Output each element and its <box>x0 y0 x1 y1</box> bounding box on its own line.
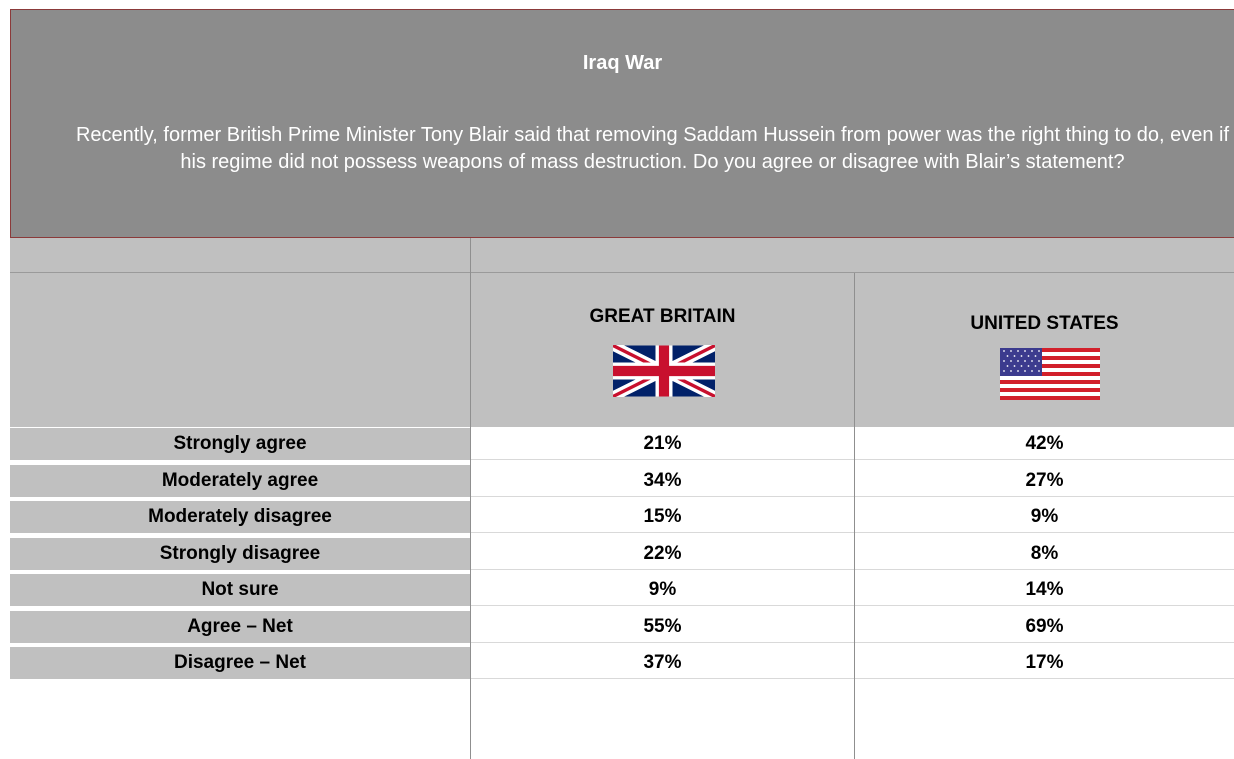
divider-country-columns <box>854 273 855 759</box>
cell-us: 27% <box>855 465 1234 497</box>
column-header-us: UNITED STATES <box>855 273 1234 427</box>
row-label: Agree – Net <box>10 611 470 643</box>
poll-table: Iraq War Recently, former British Prime … <box>10 9 1234 759</box>
row-label: Strongly agree <box>10 428 470 460</box>
row-label: Disagree – Net <box>10 647 470 679</box>
us-flag-icon <box>1000 348 1100 400</box>
header-blank-cell <box>10 273 470 427</box>
cell-gb: 37% <box>471 647 854 679</box>
cell-us: 9% <box>855 501 1234 533</box>
divider-label-column <box>470 238 471 759</box>
spacer-band <box>10 238 1234 273</box>
column-header-gb: GREAT BRITAIN <box>471 273 854 427</box>
cell-gb: 22% <box>471 538 854 570</box>
question-text: Recently, former British Prime Minister … <box>75 124 1230 173</box>
column-label-gb: GREAT BRITAIN <box>589 306 736 327</box>
cell-us: 14% <box>855 574 1234 606</box>
cell-us: 42% <box>855 428 1234 460</box>
cell-gb: 15% <box>471 501 854 533</box>
union-jack-flag-icon <box>613 345 715 397</box>
cell-us: 69% <box>855 611 1234 643</box>
column-label-us: UNITED STATES <box>970 313 1119 334</box>
table-title: Iraq War <box>582 52 663 74</box>
cell-us: 17% <box>855 647 1234 679</box>
title-band: Iraq War Recently, former British Prime … <box>10 9 1234 238</box>
row-label: Not sure <box>10 574 470 606</box>
row-label: Moderately agree <box>10 465 470 497</box>
cell-us: 8% <box>855 538 1234 570</box>
row-label: Moderately disagree <box>10 501 470 533</box>
cell-gb: 9% <box>471 574 854 606</box>
cell-gb: 55% <box>471 611 854 643</box>
row-label: Strongly disagree <box>10 538 470 570</box>
cell-gb: 21% <box>471 428 854 460</box>
cell-gb: 34% <box>471 465 854 497</box>
